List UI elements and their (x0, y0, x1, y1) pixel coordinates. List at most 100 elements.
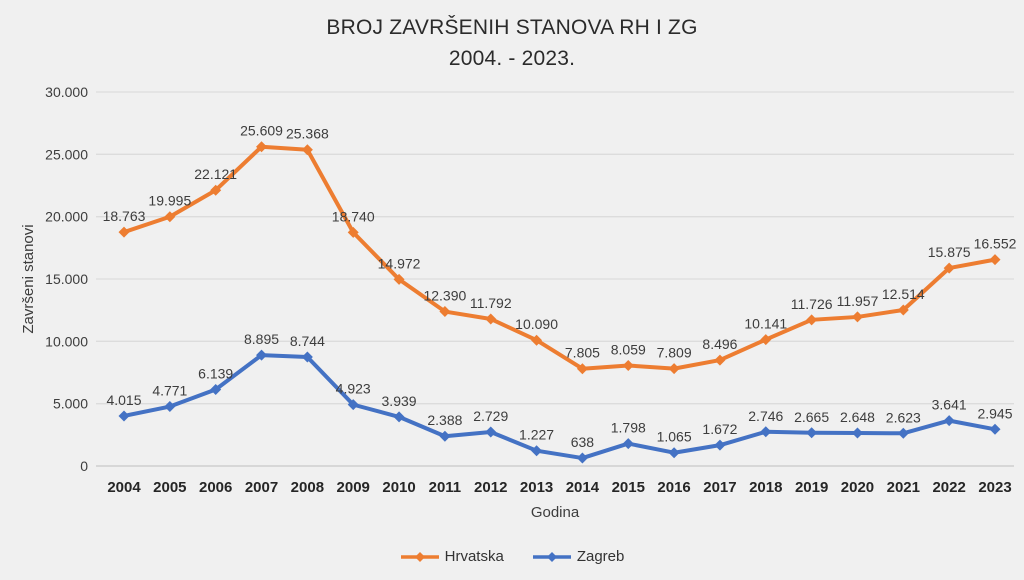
data-point-marker-hrvatska (256, 141, 268, 153)
data-point-marker-hrvatska (806, 314, 818, 326)
data-label-zagreb: 8.895 (244, 331, 279, 347)
x-tick-label: 2004 (107, 479, 141, 496)
data-label-zagreb: 1.065 (657, 429, 692, 445)
data-point-marker-zagreb (301, 351, 313, 363)
data-label-hrvatska: 10.090 (515, 316, 558, 332)
data-point-marker-hrvatska (531, 334, 543, 346)
data-point-marker-hrvatska (897, 304, 909, 316)
data-point-marker-hrvatska (576, 363, 588, 375)
y-tick-label: 30.000 (45, 84, 88, 100)
data-label-hrvatska: 12.390 (423, 288, 466, 304)
x-tick-label: 2019 (795, 479, 828, 496)
data-label-hrvatska: 11.957 (837, 293, 879, 309)
data-label-hrvatska: 11.726 (791, 296, 833, 312)
data-label-hrvatska: 7.805 (565, 345, 600, 361)
data-label-hrvatska: 8.496 (702, 336, 737, 352)
data-point-marker-zagreb (439, 430, 451, 442)
data-label-hrvatska: 19.995 (148, 193, 191, 209)
data-label-zagreb: 3.641 (932, 397, 967, 413)
data-label-zagreb: 2.729 (473, 408, 508, 424)
data-point-marker-zagreb (393, 411, 405, 423)
data-point-marker-hrvatska (164, 211, 176, 223)
x-tick-label: 2017 (703, 479, 736, 496)
data-point-marker-zagreb (118, 410, 130, 422)
data-label-hrvatska: 14.972 (378, 255, 421, 271)
data-point-marker-hrvatska (347, 226, 359, 238)
y-tick-label: 20.000 (45, 209, 88, 225)
data-point-marker-zagreb (943, 415, 955, 427)
data-point-marker-zagreb (576, 452, 588, 464)
x-tick-label: 2015 (612, 479, 645, 496)
x-tick-label: 2008 (291, 479, 324, 496)
legend-label-zagreb: Zagreb (576, 548, 625, 565)
y-axis-title: Završeni stanovi (20, 224, 37, 334)
series-line-hrvatska (122, 144, 997, 371)
x-tick-label: 2023 (978, 479, 1011, 496)
data-point-marker-zagreb (806, 427, 818, 439)
x-tick-label: 2011 (429, 479, 462, 496)
x-tick-label: 2021 (887, 479, 920, 496)
data-label-zagreb: 4.923 (336, 381, 371, 397)
legend-item-hrvatska: Hrvatska (400, 548, 504, 565)
data-label-zagreb: 2.746 (748, 408, 783, 424)
data-point-marker-zagreb (760, 426, 772, 438)
data-label-zagreb: 4.015 (106, 392, 141, 408)
data-point-marker-zagreb (989, 423, 1001, 435)
y-tick-label: 5.000 (53, 396, 88, 412)
data-point-marker-hrvatska (714, 354, 726, 366)
chart-title-line1: BROJ ZAVRŠENIH STANOVA RH I ZG (326, 16, 698, 39)
data-point-marker-hrvatska (485, 313, 497, 325)
data-label-hrvatska: 8.059 (611, 342, 646, 358)
legend: Hrvatska Zagreb (0, 548, 1024, 565)
legend-marker-hrvatska-icon (400, 551, 439, 562)
data-label-hrvatska: 16.552 (974, 236, 1017, 252)
data-label-hrvatska: 25.368 (286, 126, 329, 142)
data-label-zagreb: 2.623 (886, 409, 921, 425)
data-label-hrvatska: 15.875 (928, 244, 971, 260)
x-tick-label: 2010 (382, 479, 415, 496)
series-line-zagreb (122, 353, 997, 461)
x-tick-label: 2007 (245, 479, 278, 496)
data-point-marker-hrvatska (439, 306, 451, 318)
data-point-marker-zagreb (668, 447, 680, 459)
data-point-marker-zagreb (622, 438, 634, 450)
data-point-marker-zagreb (210, 383, 222, 395)
data-label-hrvatska: 18.763 (103, 208, 146, 224)
data-point-marker-zagreb (714, 439, 726, 451)
x-tick-label: 2018 (749, 479, 782, 496)
data-point-marker-hrvatska (668, 363, 680, 375)
legend-label-hrvatska: Hrvatska (444, 548, 504, 565)
data-label-zagreb: 1.798 (611, 420, 646, 436)
data-point-marker-zagreb (897, 427, 909, 439)
data-label-zagreb: 2.665 (794, 409, 829, 425)
data-point-marker-hrvatska (989, 254, 1001, 266)
data-point-marker-zagreb (485, 426, 497, 438)
x-axis-title: Godina (530, 504, 580, 521)
data-point-marker-zagreb (851, 427, 863, 439)
data-label-hrvatska: 25.609 (240, 123, 283, 139)
y-tick-label: 25.000 (45, 146, 88, 162)
data-point-marker-zagreb (347, 399, 359, 411)
data-point-marker-hrvatska (622, 360, 634, 372)
x-tick-label: 2009 (337, 479, 370, 496)
data-label-zagreb: 8.744 (290, 333, 325, 349)
data-point-marker-hrvatska (760, 334, 772, 346)
y-tick-label: 15.000 (45, 271, 88, 287)
data-label-hrvatska: 10.141 (744, 316, 787, 332)
data-point-marker-hrvatska (943, 262, 955, 274)
data-point-marker-zagreb (256, 349, 268, 361)
data-label-zagreb: 1.672 (702, 421, 737, 437)
data-label-zagreb: 638 (571, 434, 595, 450)
data-label-hrvatska: 7.809 (657, 345, 692, 361)
data-point-marker-zagreb (531, 445, 543, 457)
data-label-hrvatska: 18.740 (332, 208, 375, 224)
data-point-marker-hrvatska (393, 273, 405, 285)
data-point-marker-hrvatska (301, 144, 313, 156)
data-point-marker-zagreb (164, 401, 176, 413)
data-label-zagreb: 2.648 (840, 409, 875, 425)
x-tick-label: 2022 (932, 479, 965, 496)
data-point-marker-hrvatska (118, 226, 130, 238)
data-point-marker-hrvatska (210, 184, 222, 196)
x-tick-label: 2006 (199, 479, 232, 496)
